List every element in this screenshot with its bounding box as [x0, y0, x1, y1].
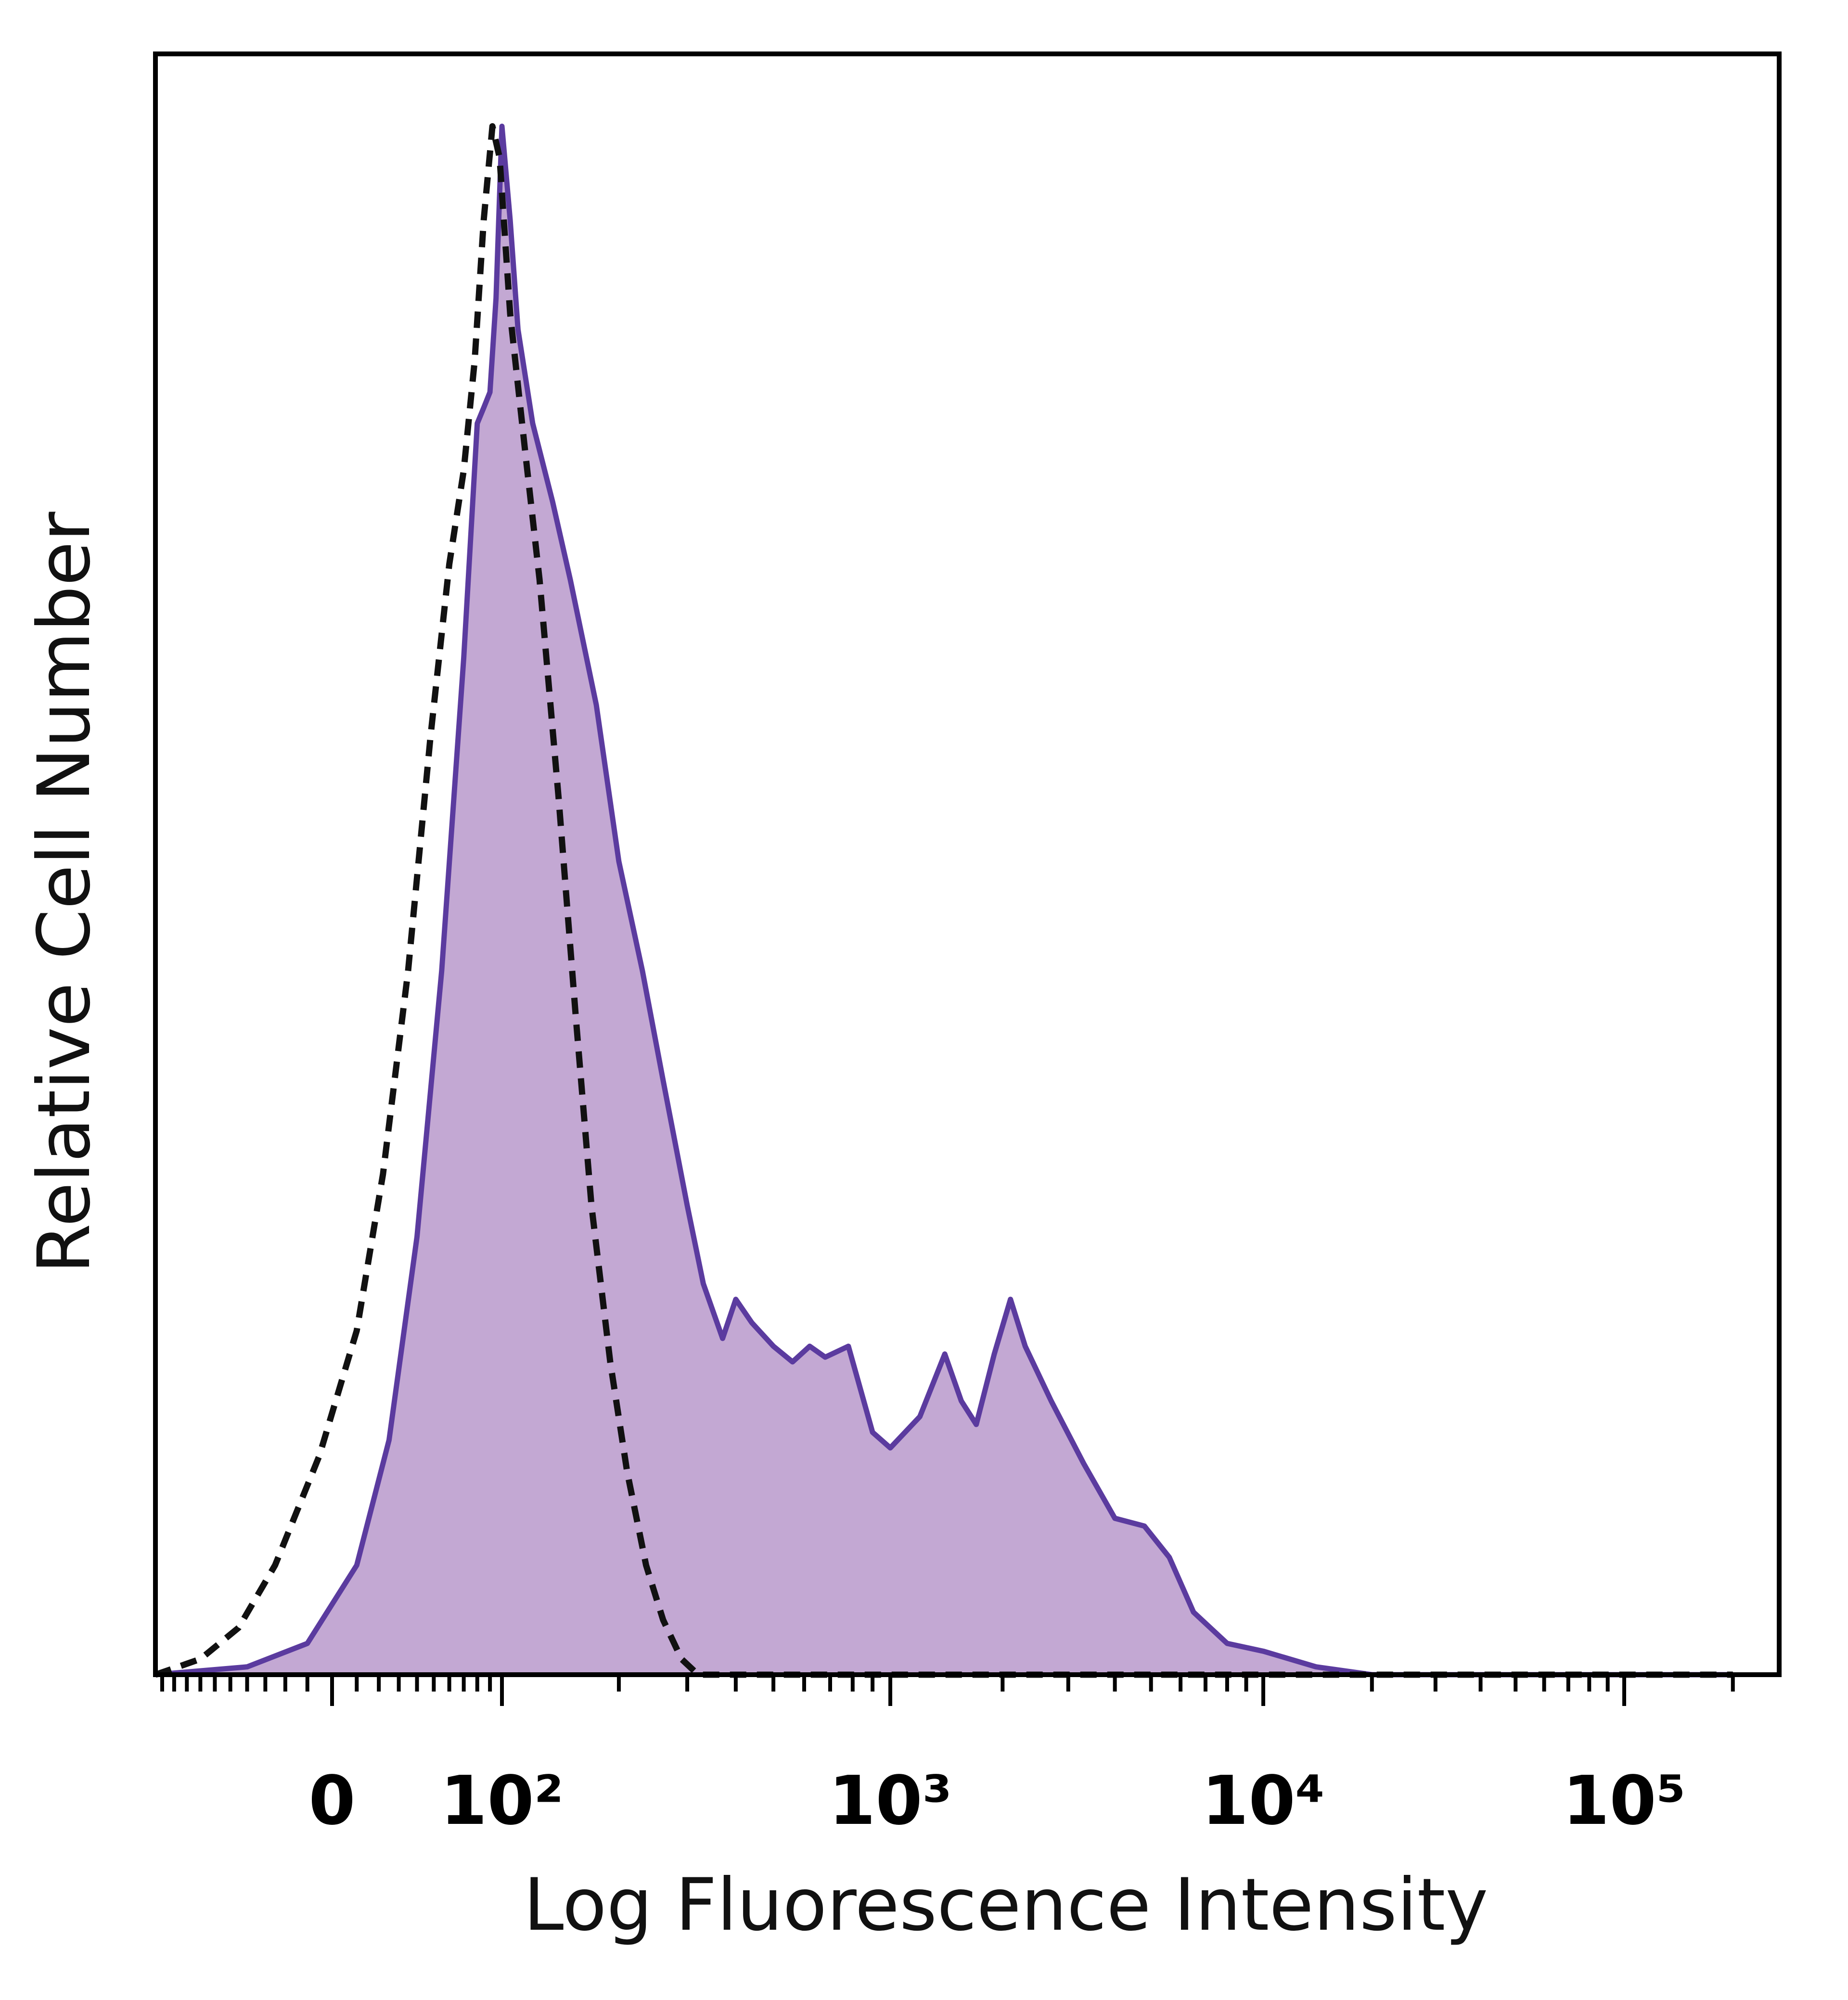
x-tick-label: 10⁵	[1563, 1762, 1686, 1840]
x-tick-label: 10³	[829, 1762, 952, 1840]
stained-histogram-line	[155, 123, 1733, 1678]
x-tick-label: 10⁴	[1202, 1762, 1325, 1840]
x-axis-title: Log Fluorescence Intensity	[524, 1863, 1488, 1947]
x-tick-label: 0	[308, 1762, 355, 1840]
stained-histogram-fill	[155, 126, 1733, 1675]
plot-frame	[153, 51, 1782, 1677]
y-axis-title: Relative Cell Number	[23, 512, 106, 1274]
control-histogram-dashed-line	[154, 123, 1733, 1678]
x-tick-label: 10²	[440, 1762, 564, 1840]
x-axis: 0 10² 10³ 10⁴ 10⁵	[160, 1675, 1735, 1840]
plot-area	[154, 123, 1733, 1678]
